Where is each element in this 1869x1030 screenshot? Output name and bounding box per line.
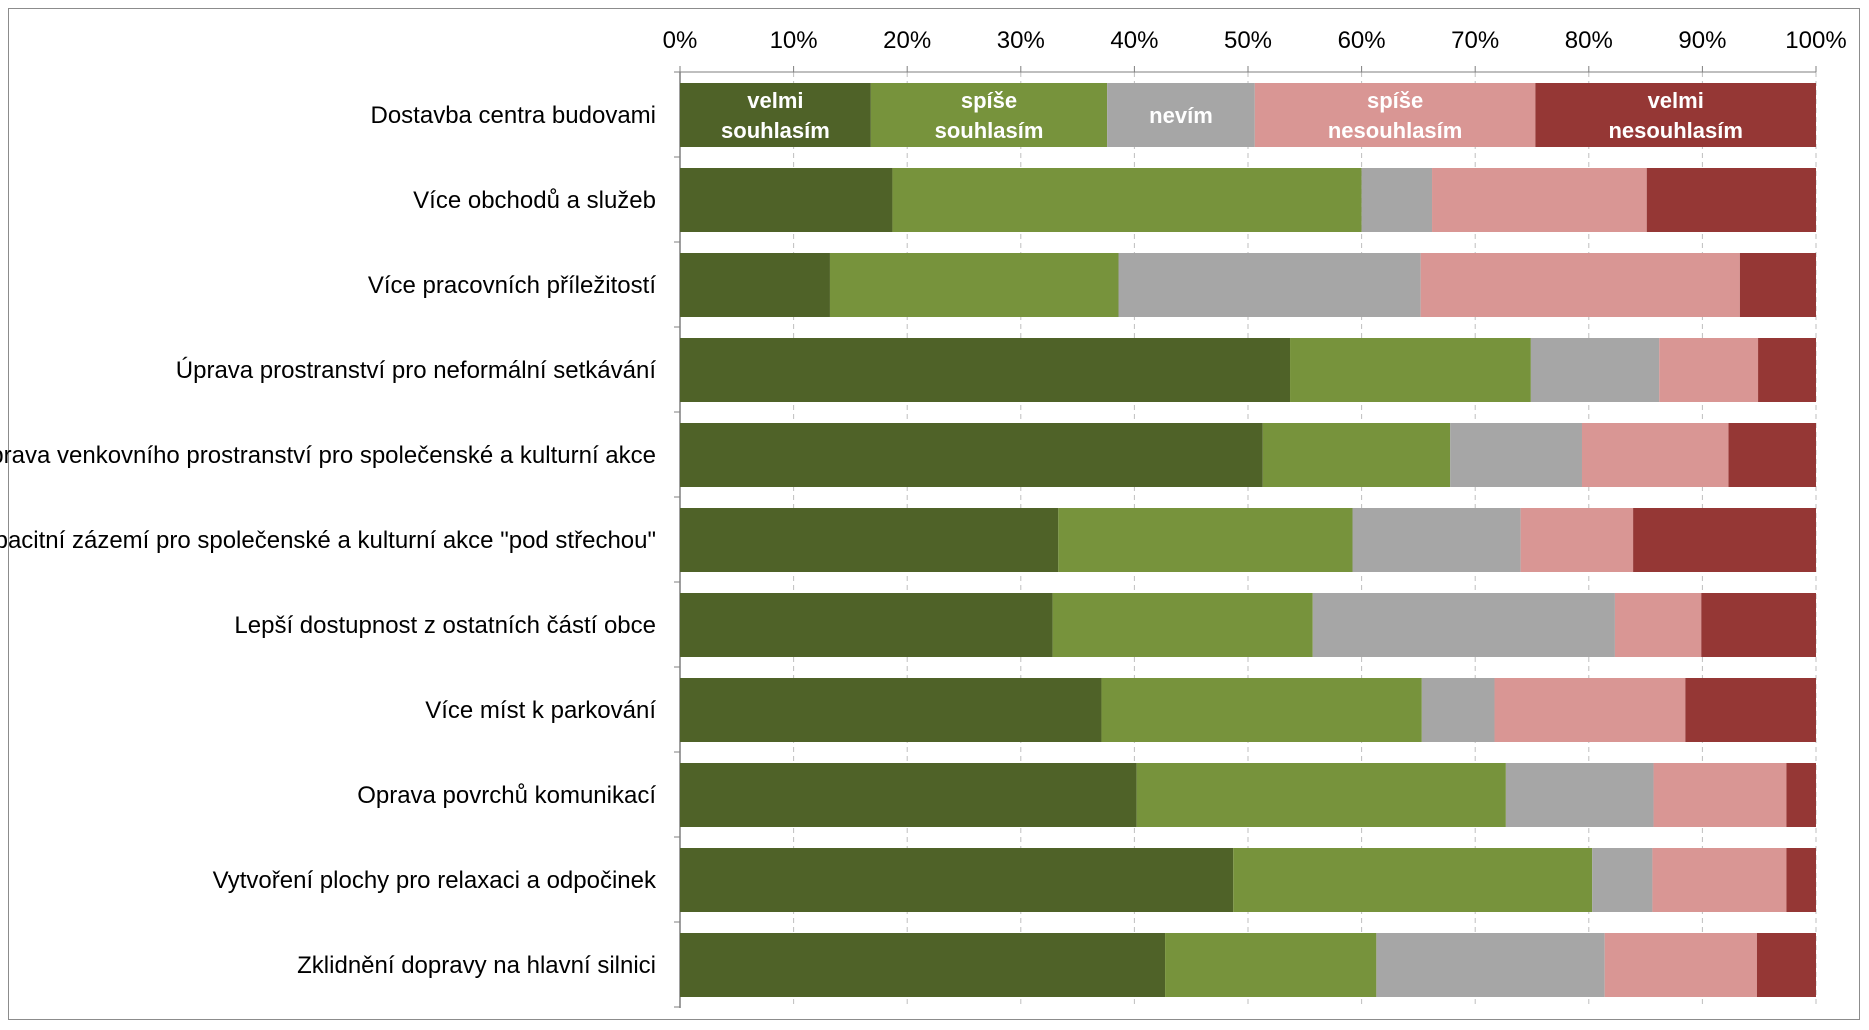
bar-segment bbox=[680, 933, 1166, 997]
bar-segment bbox=[680, 83, 871, 147]
bar-segment bbox=[1653, 763, 1787, 827]
bar-segment bbox=[1165, 933, 1377, 997]
category-label: Vytvoření plochy pro relaxaci a odpočine… bbox=[213, 867, 657, 894]
legend-label: souhlasím bbox=[935, 118, 1044, 143]
bar-segment bbox=[680, 678, 1102, 742]
bar-segment bbox=[1652, 848, 1787, 912]
bar-segment bbox=[892, 168, 1362, 232]
bar-segment bbox=[1101, 678, 1422, 742]
bar-segment bbox=[1659, 338, 1759, 402]
x-tick-label: 80% bbox=[1565, 27, 1613, 54]
bar-segment bbox=[1052, 593, 1313, 657]
bar-segment bbox=[680, 593, 1053, 657]
bar-segment bbox=[1701, 593, 1816, 657]
bar-segment bbox=[1494, 678, 1686, 742]
bar-segment bbox=[1505, 763, 1654, 827]
category-label: Více míst k parkování bbox=[425, 697, 656, 724]
x-tick-label: 10% bbox=[770, 27, 818, 54]
legend-label: velmi bbox=[1648, 88, 1704, 113]
bar-segment bbox=[1421, 678, 1495, 742]
bar-segment bbox=[1420, 253, 1740, 317]
bar-segment bbox=[680, 763, 1137, 827]
bar-segment bbox=[1058, 508, 1353, 572]
category-label: Oprava povrchů komunikací bbox=[357, 782, 656, 809]
category-label: Úprava venkovního prostranství pro spole… bbox=[0, 442, 656, 469]
legend-label: velmi bbox=[747, 88, 803, 113]
bar-segment bbox=[680, 338, 1291, 402]
x-tick-label: 50% bbox=[1224, 27, 1272, 54]
bar-segment bbox=[1107, 83, 1255, 147]
legend-label: nesouhlasím bbox=[1608, 118, 1742, 143]
bar-segment bbox=[680, 423, 1263, 487]
bar-segment bbox=[1756, 933, 1816, 997]
x-tick-label: 100% bbox=[1785, 27, 1846, 54]
legend-label: spíše bbox=[1367, 88, 1423, 113]
bar-segment bbox=[1633, 508, 1816, 572]
bar-segment bbox=[1290, 338, 1531, 402]
bar-segment bbox=[1450, 423, 1582, 487]
legend-label: spíše bbox=[961, 88, 1017, 113]
bar-segment bbox=[1685, 678, 1816, 742]
bar-segment bbox=[1254, 83, 1536, 147]
bar-segment bbox=[1352, 508, 1521, 572]
bar-segment bbox=[829, 253, 1119, 317]
bar-segment bbox=[870, 83, 1108, 147]
x-tick-label: 30% bbox=[997, 27, 1045, 54]
x-tick-label: 20% bbox=[883, 27, 931, 54]
bar-segment bbox=[680, 253, 830, 317]
bar-segment bbox=[1646, 168, 1816, 232]
bar-segment bbox=[1786, 848, 1816, 912]
bar-segment bbox=[680, 848, 1234, 912]
bar-segment bbox=[1535, 83, 1816, 147]
bar-segment bbox=[1136, 763, 1506, 827]
bar-segment bbox=[1361, 168, 1433, 232]
category-label: Více pracovních příležitostí bbox=[368, 272, 656, 299]
bar-segment bbox=[1520, 508, 1634, 572]
category-label: Dostavba centra budovami bbox=[371, 102, 657, 129]
bar-segment bbox=[1312, 593, 1615, 657]
x-tick-label: 60% bbox=[1338, 27, 1386, 54]
category-label: Zklidnění dopravy na hlavní silnici bbox=[297, 952, 656, 979]
bar-segment bbox=[1530, 338, 1660, 402]
bar-segment bbox=[1739, 253, 1816, 317]
labels: 0% 10% 20% 30% 40% 50% 60% 70% 80% 90% 100% velmi so… bbox=[0, 27, 1847, 979]
bar-segment bbox=[1581, 423, 1729, 487]
x-tick-label: 0% bbox=[663, 27, 698, 54]
x-tick-label: 40% bbox=[1110, 27, 1158, 54]
bar-segment bbox=[1432, 168, 1647, 232]
bar-segment bbox=[1604, 933, 1757, 997]
x-tick-label: 70% bbox=[1451, 27, 1499, 54]
bar-segment bbox=[1118, 253, 1421, 317]
bar-segment bbox=[1233, 848, 1593, 912]
bar-segment bbox=[1786, 763, 1816, 827]
bar-segment bbox=[1376, 933, 1605, 997]
category-label: Kapacitní zázemí pro společenské a kultu… bbox=[0, 527, 656, 554]
bar-segment bbox=[1262, 423, 1451, 487]
category-label: Více obchodů a služeb bbox=[413, 187, 656, 214]
bars bbox=[680, 83, 1816, 997]
category-label: Lepší dostupnost z ostatních částí obce bbox=[234, 612, 656, 639]
category-label: Úprava prostranství pro neformální setká… bbox=[176, 357, 657, 384]
bar-segment bbox=[1728, 423, 1816, 487]
bar-segment bbox=[1758, 338, 1816, 402]
bar-segment bbox=[1592, 848, 1653, 912]
legend-label: nesouhlasím bbox=[1328, 118, 1462, 143]
legend-label: nevím bbox=[1149, 103, 1213, 128]
bar-segment bbox=[680, 508, 1059, 572]
bar-segment bbox=[680, 168, 893, 232]
bar-segment bbox=[1614, 593, 1702, 657]
x-tick-label: 90% bbox=[1678, 27, 1726, 54]
legend-label: souhlasím bbox=[721, 118, 830, 143]
